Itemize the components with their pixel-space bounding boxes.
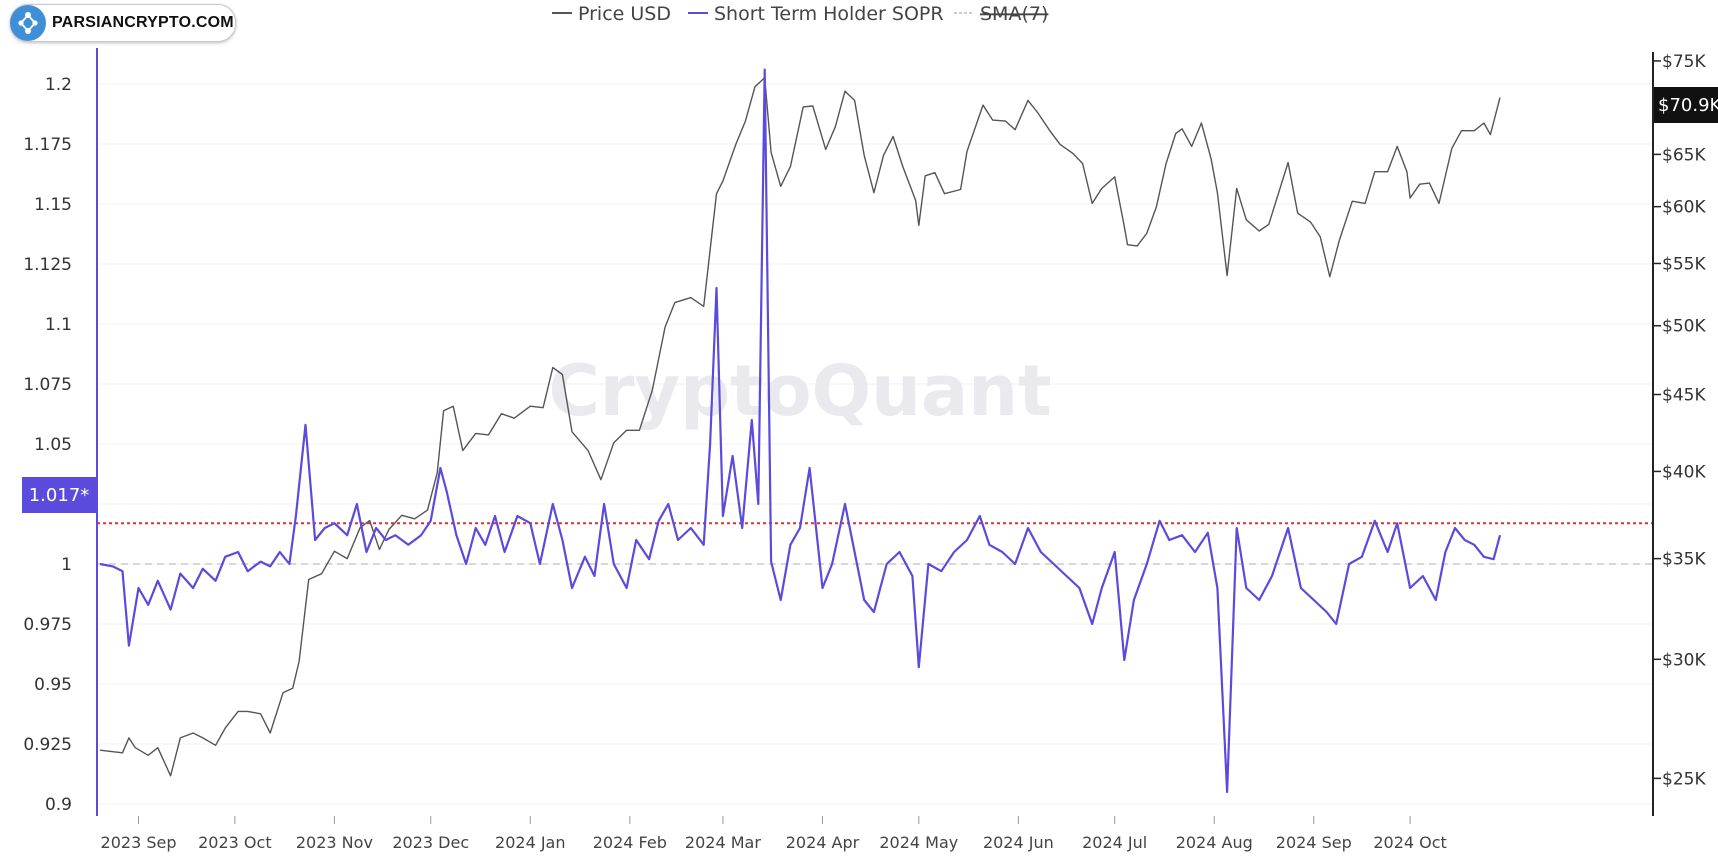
- x-tick-label: 2024 May: [879, 833, 958, 852]
- left-tick-label: 1.125: [23, 255, 72, 275]
- legend: Price USD Short Term Holder SOPR SMA(7): [552, 3, 1048, 25]
- legend-item-label[interactable]: SMA(7): [980, 3, 1048, 25]
- series-line-sopr: [99, 68, 1502, 794]
- right-tick-label: $65K: [1662, 145, 1706, 165]
- x-tick-label: 2024 Apr: [786, 833, 860, 852]
- x-tick-label: 2023 Dec: [392, 833, 469, 852]
- right-tick-label: $75K: [1662, 52, 1706, 72]
- left-axis-highlight-value: 1.017*: [22, 477, 96, 513]
- series-layer: [99, 68, 1502, 794]
- x-tick-label: 2024 Sep: [1276, 833, 1352, 852]
- x-axis-ticks: 2023 Sep 2023 Oct 2023 Nov 2023 Dec 2024 Jan…: [101, 816, 1447, 852]
- x-tick-label: 2023 Sep: [101, 833, 177, 852]
- left-tick-label: 0.975: [23, 615, 72, 635]
- x-tick-label: 2024 Oct: [1373, 833, 1446, 852]
- right-tick-label: $55K: [1662, 254, 1706, 274]
- x-tick-label: 2024 Jul: [1082, 833, 1147, 852]
- left-tick-label: 1.1: [45, 315, 72, 335]
- left-tick-label: 1.075: [23, 375, 72, 395]
- network-nodes-icon: [10, 5, 46, 41]
- left-tick-label: 1.2: [45, 75, 72, 95]
- left-tick-label: 0.95: [34, 675, 72, 695]
- series-line-price: [99, 77, 1501, 777]
- left-tick-label: 0.9: [45, 795, 72, 815]
- watermark: CryptoQuant: [548, 350, 1051, 432]
- right-tick-label: $25K: [1662, 769, 1706, 789]
- x-tick-label: 2024 Jun: [983, 833, 1054, 852]
- x-tick-label: 2023 Nov: [296, 833, 373, 852]
- right-tick-label: $45K: [1662, 386, 1706, 406]
- x-tick-label: 2024 Aug: [1176, 833, 1253, 852]
- x-tick-label: 2024 Feb: [593, 833, 667, 852]
- left-tick-label: 1: [61, 555, 72, 575]
- left-tick-label: 1.175: [23, 135, 72, 155]
- horizontal-grid: [97, 83, 1653, 805]
- right-tick-label: $40K: [1662, 462, 1706, 482]
- brand-badge[interactable]: PARSIANCRYPTO.COM: [10, 4, 236, 42]
- right-tick-label: $30K: [1662, 650, 1706, 670]
- brand-badge-label: PARSIANCRYPTO.COM: [52, 14, 234, 31]
- right-axis-ticks: $25K$30K$35K$40K$45K$50K$55K$60K$65K$70K…: [1653, 52, 1706, 789]
- right-tick-label: $60K: [1662, 198, 1706, 218]
- right-axis-highlight-value: $70.9K: [1654, 87, 1718, 123]
- right-tick-label: $35K: [1662, 550, 1706, 570]
- left-tick-label: 1.15: [34, 195, 72, 215]
- right-tick-label: $50K: [1662, 317, 1706, 337]
- left-tick-label: 1.05: [34, 435, 72, 455]
- x-tick-label: 2024 Mar: [685, 833, 761, 852]
- reference-lines: [97, 522, 1653, 565]
- left-axis-ticks: 0.90.9250.950.97511.0251.051.0751.11.125…: [23, 75, 72, 815]
- x-tick-label: 2023 Oct: [198, 833, 271, 852]
- legend-item-label[interactable]: Price USD: [578, 3, 671, 25]
- left-tick-label: 0.925: [23, 735, 72, 755]
- legend-item-label[interactable]: Short Term Holder SOPR: [714, 3, 944, 25]
- x-tick-label: 2024 Jan: [495, 833, 565, 852]
